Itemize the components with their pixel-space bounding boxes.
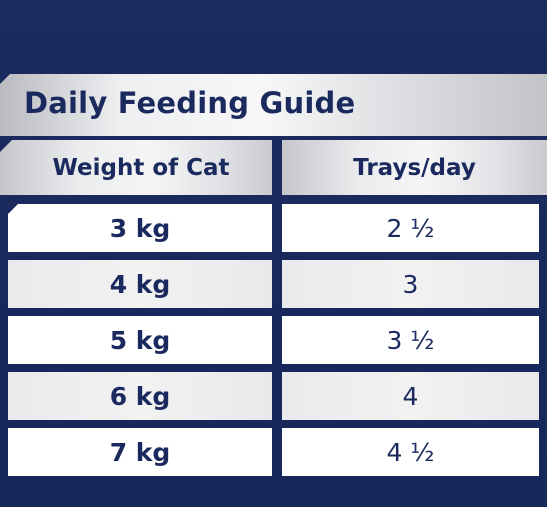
title-banner: Daily Feeding Guide [0, 74, 547, 136]
table-cell-weight: 6 kg [8, 372, 272, 420]
table-cell-trays: 3 ½ [282, 316, 539, 364]
table-cell-weight: 3 kg [8, 204, 272, 252]
table-cell-weight: 7 kg [8, 428, 272, 476]
table-cell-weight: 5 kg [8, 316, 272, 364]
table-cell-trays: 2 ½ [282, 204, 539, 252]
table-cell-trays: 4 [282, 372, 539, 420]
table-cell-trays: 4 ½ [282, 428, 539, 476]
column-header-weight: Weight of Cat [0, 140, 272, 195]
table-cell-weight: 4 kg [8, 260, 272, 308]
column-header-trays: Trays/day [282, 140, 547, 195]
table-cell-trays: 3 [282, 260, 539, 308]
page-title: Daily Feeding Guide [24, 86, 356, 120]
